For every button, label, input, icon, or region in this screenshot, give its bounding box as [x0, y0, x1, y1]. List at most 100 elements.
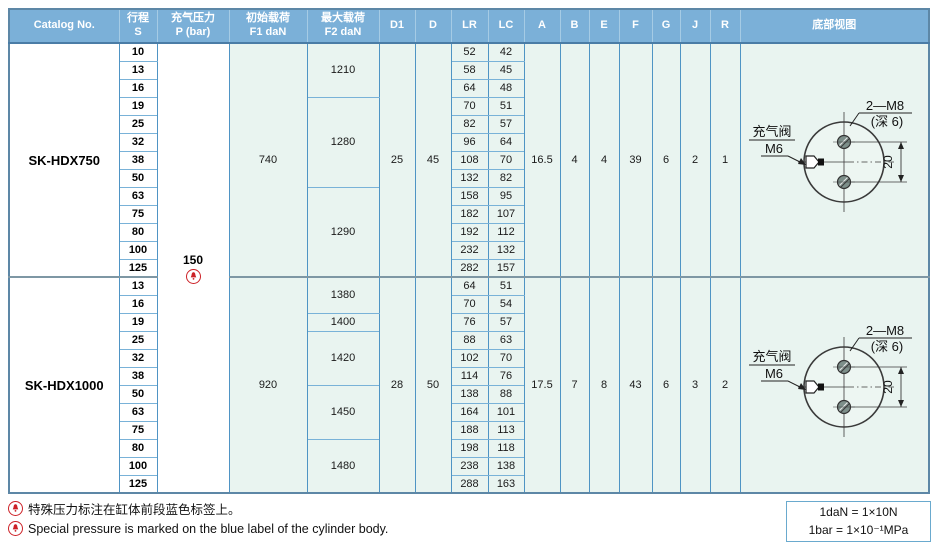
table-row: 63 164 101 — [9, 402, 929, 422]
cell-stroke-s: 16 — [118, 294, 158, 314]
cell-lc: 57 — [487, 114, 525, 134]
footnote-en-text: Special pressure is marked on the blue l… — [28, 521, 389, 536]
cell-lr: 288 — [450, 474, 489, 494]
cell-lc: 163 — [487, 474, 525, 494]
charge-valve-icon — [805, 379, 825, 394]
table-row: 19 1400 76 57 — [9, 312, 929, 332]
cell-d: 45 — [414, 42, 452, 278]
cell-stroke-s: 80 — [118, 438, 158, 458]
cell-stroke-s: 63 — [118, 402, 158, 422]
cell-stroke-s: 25 — [118, 114, 158, 134]
table-row: 50 132 82 — [9, 168, 929, 188]
cell-lc: 57 — [487, 312, 525, 332]
cell-f2: 1420 — [306, 330, 380, 386]
cell-lr: 198 — [450, 438, 489, 458]
cell-f2: 1290 — [306, 186, 380, 278]
charge-valve-icon — [805, 154, 825, 169]
cell-lr: 108 — [450, 150, 489, 170]
cell-lc: 63 — [487, 330, 525, 350]
cell-lr: 182 — [450, 204, 489, 224]
col-header-f1: 初始载荷 F1 daN — [228, 9, 308, 44]
cell-catalog: SK-HDX1000 — [8, 276, 120, 494]
table-row: 125 282 157 — [9, 258, 929, 278]
cell-lr: 70 — [450, 96, 489, 116]
cell-stroke-s: 13 — [118, 60, 158, 80]
cell-f2: 1450 — [306, 384, 380, 440]
col-header-a: A — [523, 9, 561, 44]
cell-bottom-view: 充气阀 M6 2—M8 (深 6) 20 — [739, 276, 930, 494]
table-row: 63 1290 158 95 — [9, 186, 929, 278]
svg-text:(深 6): (深 6) — [871, 114, 904, 129]
cell-f2: 1480 — [306, 438, 380, 494]
cell-f: 39 — [618, 42, 653, 278]
table-row: SK-HDX1000 13 920 1380 28 50 64 51 17.5 7 8 43 6 3 2 — [8, 276, 930, 494]
footnote-cn-text: 特殊压力标注在缸体前段蓝色标签上。 — [28, 503, 241, 517]
cell-lc: 70 — [487, 348, 525, 368]
cell-lr: 88 — [450, 330, 489, 350]
svg-text:20: 20 — [881, 155, 895, 169]
col-header-catalog: Catalog No. — [8, 9, 120, 44]
cell-d1: 25 — [378, 42, 416, 278]
cell-lr: 76 — [450, 312, 489, 332]
cell-d: 50 — [414, 276, 452, 494]
cell-lr: 102 — [450, 348, 489, 368]
cell-bottom-view: 充气阀 M6 2—M8 (深 6) 20 — [739, 42, 930, 278]
col-header-f2: 最大载荷 F2 daN — [306, 9, 380, 44]
gas-spring-spec-table: Catalog No. 行程 S 充气压力 P (bar) 初始载荷 F1 daN 最大载荷 F… — [8, 8, 930, 494]
cell-f1: 920 — [228, 276, 308, 494]
col-header-p: 充气压力 P (bar) — [156, 9, 230, 44]
table-row: 16 70 54 — [9, 294, 929, 314]
table-row: 75 188 113 — [9, 420, 929, 440]
alert-bell-icon — [8, 521, 23, 536]
cell-a: 16.5 — [523, 42, 561, 278]
cell-lr: 64 — [450, 276, 489, 296]
cell-g: 6 — [651, 42, 681, 278]
cell-stroke-s: 19 — [118, 96, 158, 116]
cell-lr: 132 — [450, 168, 489, 188]
table-row: 80 1480 198 118 — [9, 438, 929, 494]
threaded-hole-icon — [833, 174, 856, 189]
cell-f1: 740 — [228, 42, 308, 278]
cell-stroke-s: 38 — [118, 366, 158, 386]
col-header-lr: LR — [450, 9, 489, 44]
table-row: 32 102 70 — [9, 348, 929, 368]
cell-lc: 112 — [487, 222, 525, 242]
cell-lr: 64 — [450, 78, 489, 98]
cell-lr: 52 — [450, 42, 489, 62]
threaded-hole-icon — [833, 359, 856, 374]
cell-stroke-s: 13 — [118, 276, 158, 296]
cell-lc: 42 — [487, 42, 525, 62]
cell-lr: 58 — [450, 60, 489, 80]
table-row: 25 1420 88 63 — [9, 330, 929, 386]
cell-j: 2 — [679, 42, 711, 278]
svg-text:充气阀: 充气阀 — [753, 349, 792, 364]
cell-a: 17.5 — [523, 276, 561, 494]
table-row: 13 58 45 — [9, 60, 929, 80]
cell-lr: 232 — [450, 240, 489, 260]
col-header-b: B — [559, 9, 590, 44]
pressure-value: 150 — [182, 252, 204, 267]
cell-lc: 76 — [487, 366, 525, 386]
cell-stroke-s: 16 — [118, 78, 158, 98]
col-header-d1: D1 — [378, 9, 416, 44]
cell-pressure: 150 — [156, 42, 230, 494]
cell-f2: 1380 — [306, 276, 380, 314]
threaded-hole-icon — [833, 399, 856, 414]
cell-f2: 1210 — [306, 42, 380, 98]
cell-stroke-s: 32 — [118, 132, 158, 152]
cell-stroke-s: 19 — [118, 312, 158, 332]
cell-lr: 158 — [450, 186, 489, 206]
bottom-view-diagram: 充气阀 M6 2—M8 (深 6) 20 — [741, 84, 929, 237]
table-body: SK-HDX750 10 150 740 1210 25 45 52 42 16.5 4 4 39 6 2… — [8, 42, 930, 494]
svg-text:2—M8: 2—M8 — [866, 98, 904, 113]
cell-lr: 282 — [450, 258, 489, 278]
cell-lr: 138 — [450, 384, 489, 404]
cell-stroke-s: 38 — [118, 150, 158, 170]
table-row: 100 232 132 — [9, 240, 929, 260]
cell-b: 4 — [559, 42, 590, 278]
cell-f2: 1400 — [306, 312, 380, 332]
table-row: 80 192 112 — [9, 222, 929, 242]
cell-lc: 113 — [487, 420, 525, 440]
svg-text:M6: M6 — [765, 141, 783, 156]
col-header-f: F — [618, 9, 653, 44]
